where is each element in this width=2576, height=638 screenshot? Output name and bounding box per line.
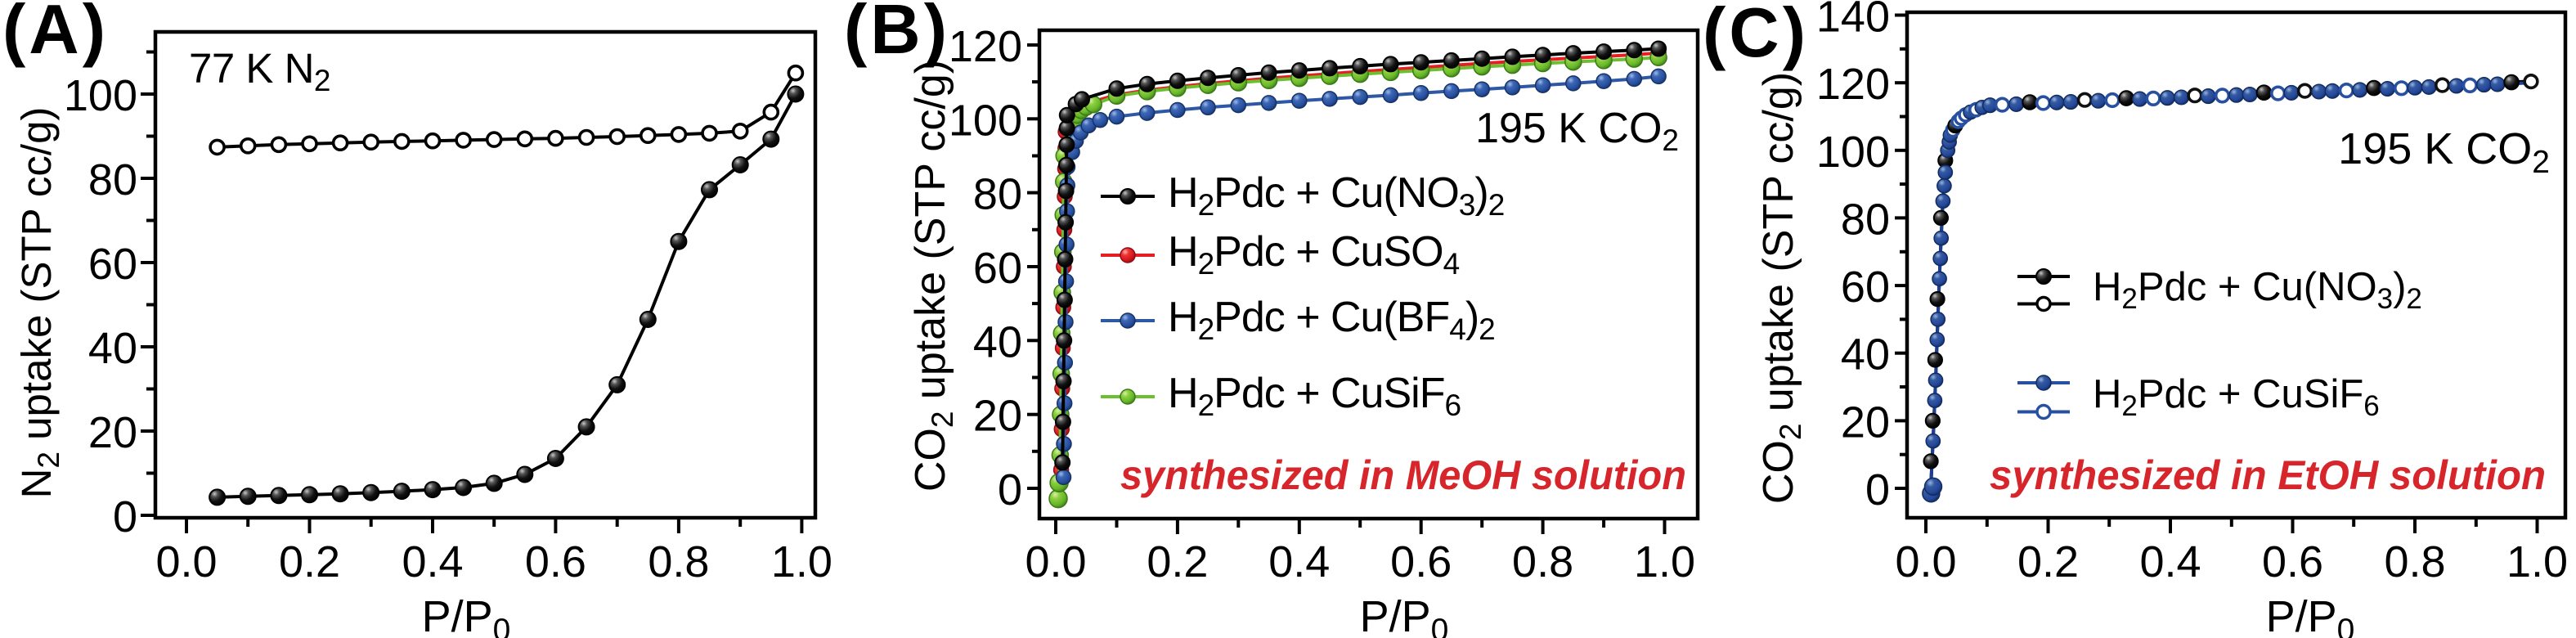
svg-text:100: 100: [64, 71, 137, 120]
svg-text:(B): (B): [844, 0, 950, 69]
svg-text:CO2 uptake (STP cc/g): CO2 uptake (STP cc/g): [907, 60, 959, 492]
svg-text:0.8: 0.8: [2384, 537, 2445, 586]
svg-text:H2Pdc + Cu(NO3)2: H2Pdc + Cu(NO3)2: [1168, 169, 1504, 222]
svg-text:0: 0: [998, 465, 1022, 514]
svg-text:140: 140: [1816, 0, 1890, 42]
svg-text:40: 40: [973, 317, 1022, 366]
svg-text:0: 0: [113, 492, 137, 541]
svg-text:H2Pdc + Cu(BF4)2: H2Pdc + Cu(BF4)2: [1168, 294, 1495, 346]
svg-text:0.0: 0.0: [1895, 537, 1956, 586]
svg-text:H2Pdc + CuSiF6: H2Pdc + CuSiF6: [1168, 370, 1461, 422]
svg-text:40: 40: [88, 324, 137, 373]
svg-text:0.6: 0.6: [2262, 537, 2323, 586]
svg-text:60: 60: [88, 240, 137, 289]
svg-text:0.8: 0.8: [648, 537, 709, 586]
svg-text:0.6: 0.6: [525, 537, 586, 586]
svg-text:77 K N2: 77 K N2: [189, 45, 330, 97]
svg-text:(A): (A): [2, 0, 109, 69]
svg-text:80: 80: [1841, 195, 1890, 244]
svg-text:60: 60: [1841, 263, 1890, 312]
svg-text:H2Pdc + Cu(NO3)2: H2Pdc + Cu(NO3)2: [2093, 265, 2422, 315]
svg-text:synthesized in EtOH solution: synthesized in EtOH solution: [1990, 452, 2546, 498]
svg-text:120: 120: [949, 22, 1022, 71]
svg-text:P/P0: P/P0: [1360, 592, 1449, 638]
svg-text:1.0: 1.0: [1634, 537, 1695, 586]
svg-text:20: 20: [88, 408, 137, 457]
svg-text:120: 120: [1816, 60, 1890, 109]
svg-text:0.2: 0.2: [1147, 537, 1208, 586]
svg-text:195 K CO2: 195 K CO2: [2338, 124, 2550, 180]
svg-text:0.2: 0.2: [2017, 537, 2079, 586]
svg-text:80: 80: [88, 155, 137, 204]
svg-text:195 K CO2: 195 K CO2: [1475, 105, 1679, 157]
svg-text:40: 40: [1841, 330, 1890, 380]
svg-text:1.0: 1.0: [2506, 537, 2568, 586]
svg-text:0: 0: [1865, 465, 1890, 514]
svg-text:CO2 uptake (STP cc/g): CO2 uptake (STP cc/g): [1755, 72, 1807, 504]
svg-text:0.2: 0.2: [279, 537, 340, 586]
svg-text:0.0: 0.0: [155, 537, 217, 586]
svg-text:N2 uptake (STP cc/g): N2 uptake (STP cc/g): [13, 107, 65, 499]
svg-text:100: 100: [1816, 128, 1890, 177]
svg-text:(C): (C): [1703, 0, 1809, 72]
svg-text:P/P0: P/P0: [2266, 592, 2355, 638]
svg-text:0.4: 0.4: [1268, 537, 1330, 586]
svg-text:H2Pdc + CuSO4: H2Pdc + CuSO4: [1168, 228, 1460, 281]
svg-text:0.6: 0.6: [1390, 537, 1452, 586]
svg-text:synthesized in MeOH solution: synthesized in MeOH solution: [1120, 452, 1686, 498]
svg-text:H2Pdc + CuSiF6: H2Pdc + CuSiF6: [2093, 372, 2380, 422]
svg-text:0.8: 0.8: [1512, 537, 1573, 586]
svg-text:60: 60: [973, 244, 1022, 293]
svg-text:100: 100: [949, 96, 1022, 145]
svg-text:0.0: 0.0: [1025, 537, 1086, 586]
svg-text:20: 20: [1841, 398, 1890, 447]
svg-text:80: 80: [973, 170, 1022, 219]
svg-text:20: 20: [973, 392, 1022, 441]
svg-text:P/P0: P/P0: [422, 592, 511, 638]
svg-text:0.4: 0.4: [2139, 537, 2201, 586]
svg-text:0.4: 0.4: [402, 537, 463, 586]
svg-text:1.0: 1.0: [771, 537, 832, 586]
